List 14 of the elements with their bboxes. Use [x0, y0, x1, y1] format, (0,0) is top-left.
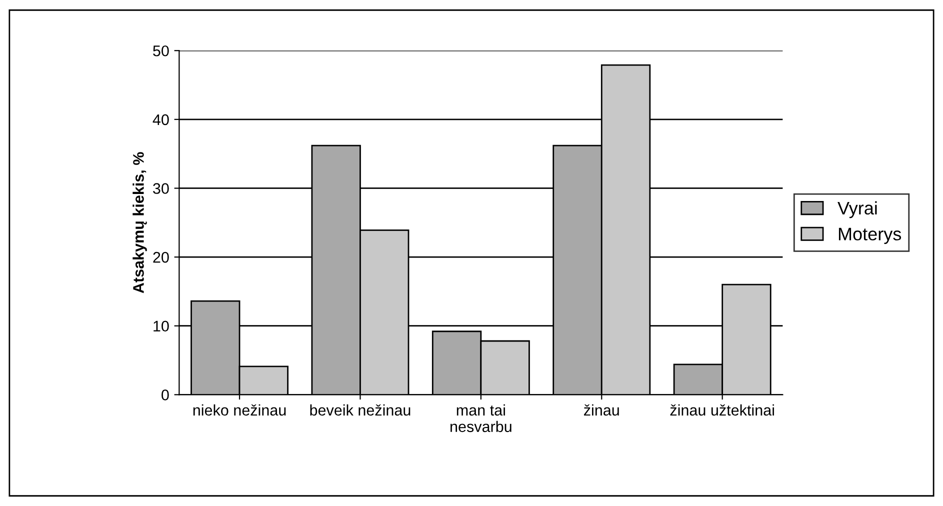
legend-label: Moterys [838, 228, 902, 244]
x-tick-label: man tai nesvarbu [450, 404, 512, 432]
x-tick-label: beveik nežinau [310, 404, 410, 416]
y-tick-label: 20 [153, 252, 169, 263]
x-tick-label: nieko nežinau [193, 404, 286, 416]
y-tick-label: 10 [154, 320, 169, 332]
x-tick-label: žinau [584, 404, 619, 416]
y-tick-label: 0 [162, 390, 169, 400]
y-axis-title: Atsakymų kiekis, % [132, 152, 147, 294]
y-tick-label: 50 [153, 45, 169, 56]
y-tick-label: 30 [153, 183, 169, 194]
x-tick-label: žinau užtektinai [670, 404, 774, 416]
y-tick-label: 40 [152, 114, 169, 126]
legend-label: Vyrai [838, 201, 877, 218]
